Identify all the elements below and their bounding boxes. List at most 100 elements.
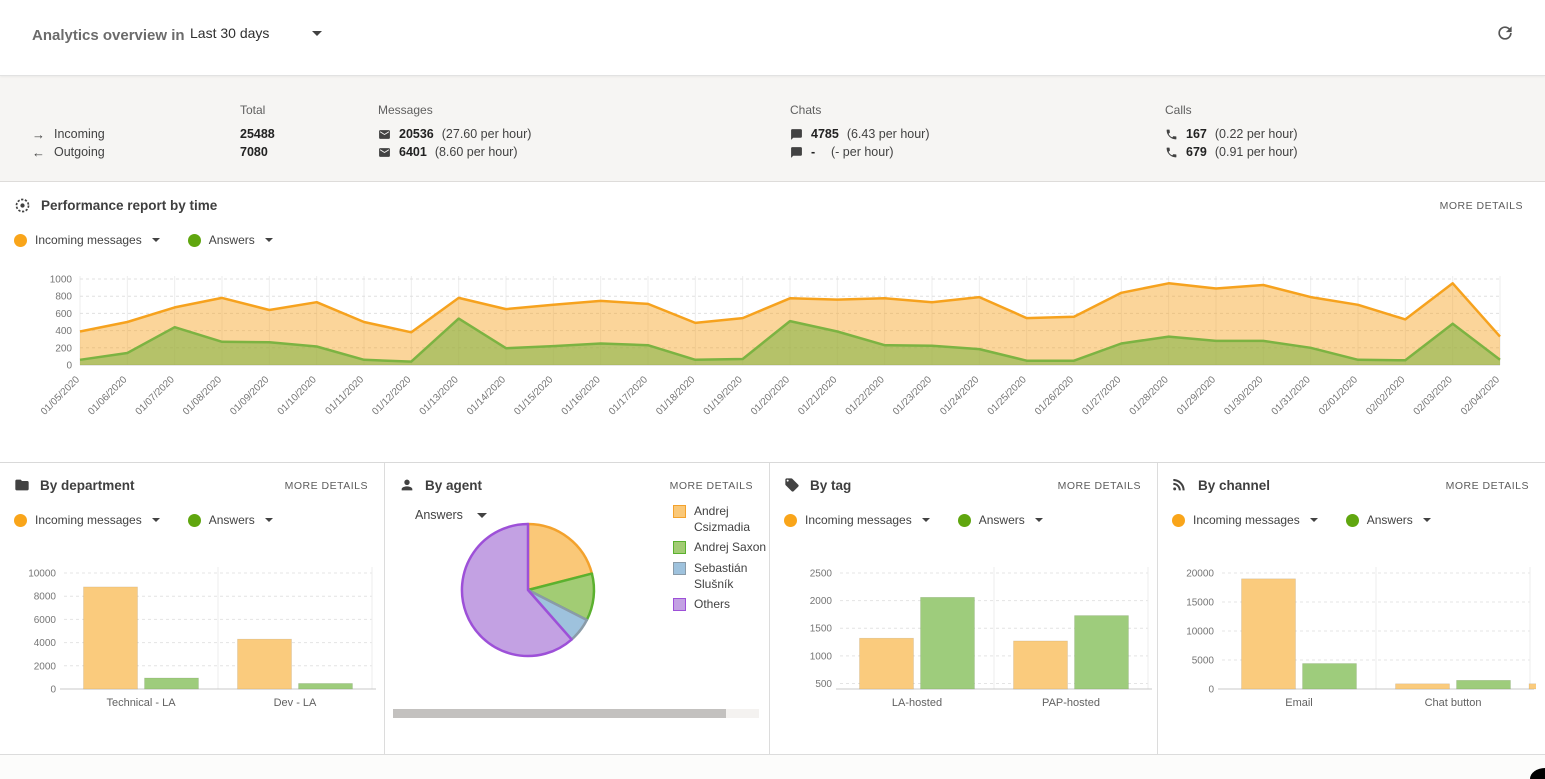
svg-text:01/19/2020: 01/19/2020 [702,374,745,417]
answers-metric-label: Answers [415,508,463,522]
chats-incoming-value: 4785 [811,127,839,141]
refresh-icon [1498,26,1512,40]
chart-legend: Incoming messages Answers [14,233,273,247]
footer-strip [0,755,1545,779]
person-icon [401,479,413,491]
legend-incoming-messages[interactable]: Incoming messages [784,513,930,527]
calls-header: Calls [1165,103,1192,117]
total-column: Total 25488 7080 [240,103,275,161]
svg-text:0: 0 [1208,685,1214,696]
svg-text:01/20/2020: 01/20/2020 [749,374,792,417]
svg-text:600: 600 [55,309,72,320]
page-title: Analytics overview in [32,27,185,44]
incoming-dot-icon [14,513,27,527]
legend-answers[interactable]: Answers [187,233,273,247]
scrollbar-thumb[interactable] [393,709,727,718]
svg-text:01/25/2020: 01/25/2020 [986,374,1029,417]
panel-title: Performance report by time [41,198,218,213]
messages-incoming-rate: (27.60 per hour) [441,127,532,141]
phone-icon [1166,147,1177,157]
legend-label: Andrej Saxon [694,540,767,555]
svg-text:Dev - LA: Dev - LA [274,697,317,709]
svg-text:01/16/2020: 01/16/2020 [560,374,603,417]
legend-item: Andrej Csizmadia [673,503,768,535]
legend-label: Answers [1366,513,1413,527]
svg-text:10000: 10000 [1186,627,1214,638]
chat-bubble-icon [791,128,802,140]
legend-swatch-icon [673,505,686,518]
chevron-down-icon [312,30,322,36]
svg-text:1000: 1000 [810,651,833,662]
legend-incoming-messages[interactable]: Incoming messages [1172,513,1318,527]
svg-text:01/09/2020: 01/09/2020 [228,374,271,417]
more-details-link[interactable]: MORE DETAILS [284,480,368,492]
svg-text:2000: 2000 [34,661,57,672]
svg-text:02/03/2020: 02/03/2020 [1412,374,1455,417]
svg-text:2500: 2500 [810,569,833,580]
legend-label: Answers [978,513,1025,527]
chevron-down-icon [264,518,273,522]
more-details-link[interactable]: MORE DETAILS [669,480,753,492]
legend-answers[interactable]: Answers [187,513,273,527]
panel-title: By agent [425,477,483,493]
more-details-link[interactable]: MORE DETAILS [1445,480,1529,492]
agent-pie-chart [453,515,603,670]
svg-text:LA-hosted: LA-hosted [892,697,942,709]
svg-text:01/23/2020: 01/23/2020 [891,374,934,417]
top-bar: Analytics overview in Last 30 days [0,0,1545,76]
legend-answers[interactable]: Answers [1345,513,1431,527]
messages-header: Messages [378,103,433,117]
legend-label: Incoming messages [35,513,142,527]
svg-text:01/22/2020: 01/22/2020 [844,374,887,417]
phone-icon [1166,129,1177,139]
svg-text:01/11/2020: 01/11/2020 [323,374,366,417]
incoming-arrow-icon: → [32,126,45,142]
messages-outgoing-value: 6401 [399,145,427,159]
svg-text:20000: 20000 [1186,569,1214,580]
more-details-link[interactable]: MORE DETAILS [1439,200,1523,212]
legend-swatch-icon [673,597,686,611]
calls-incoming-rate: (0.22 per hour) [1214,127,1298,141]
svg-text:01/14/2020: 01/14/2020 [465,374,508,417]
chevron-down-icon [1422,518,1431,522]
svg-text:1500: 1500 [810,624,833,635]
incoming-label: Incoming [54,127,105,141]
legend-label: Others [694,596,731,611]
legend-answers[interactable]: Answers [957,513,1043,527]
legend-label: Incoming messages [35,233,142,247]
legend-incoming-messages[interactable]: Incoming messages [14,233,160,247]
legend-swatch-icon [673,561,686,575]
legend-item: Others [673,596,768,612]
outgoing-label: Outgoing [54,145,105,159]
total-outgoing-value: 7080 [240,145,268,159]
incoming-dot-icon [14,233,27,247]
chats-header: Chats [790,103,822,117]
svg-text:01/06/2020: 01/06/2020 [86,374,129,417]
total-header: Total [240,103,266,117]
svg-text:0: 0 [50,685,56,696]
refresh-button[interactable] [1495,23,1515,43]
by-department-panel: By department MORE DETAILS Incoming mess… [0,463,385,755]
svg-text:5000: 5000 [1192,656,1215,667]
performance-report-panel: Performance report by time MORE DETAILS … [0,183,1545,463]
legend-incoming-messages[interactable]: Incoming messages [14,513,160,527]
legend-label: Incoming messages [1193,513,1300,527]
summary-stats-bar: → Incoming ← Outgoing Total 25488 7080 M… [0,75,1545,182]
svg-text:0: 0 [66,361,72,372]
answers-metric-select[interactable]: Answers [415,508,487,522]
legend-swatch-icon [673,541,686,555]
answers-dot-icon [1345,513,1359,527]
legend-item: Sebastián Slušník [673,560,768,592]
answers-dot-icon [957,513,971,527]
svg-text:15000: 15000 [1186,598,1214,609]
svg-text:02/02/2020: 02/02/2020 [1364,374,1407,417]
more-details-link[interactable]: MORE DETAILS [1057,480,1141,492]
by-tag-panel: By tag MORE DETAILS Incoming messages An… [770,463,1158,755]
tag-bar-chart: 500 1000 1500 2000 2500 LA-hosted PAP-hosted [776,557,1154,722]
svg-text:01/28/2020: 01/28/2020 [1128,374,1171,417]
date-range-select[interactable]: Last 30 days [190,25,322,41]
direction-column: → Incoming ← Outgoing [32,125,105,161]
chart-legend: Incoming messages Answers [1172,513,1431,527]
svg-text:01/27/2020: 01/27/2020 [1080,374,1123,417]
